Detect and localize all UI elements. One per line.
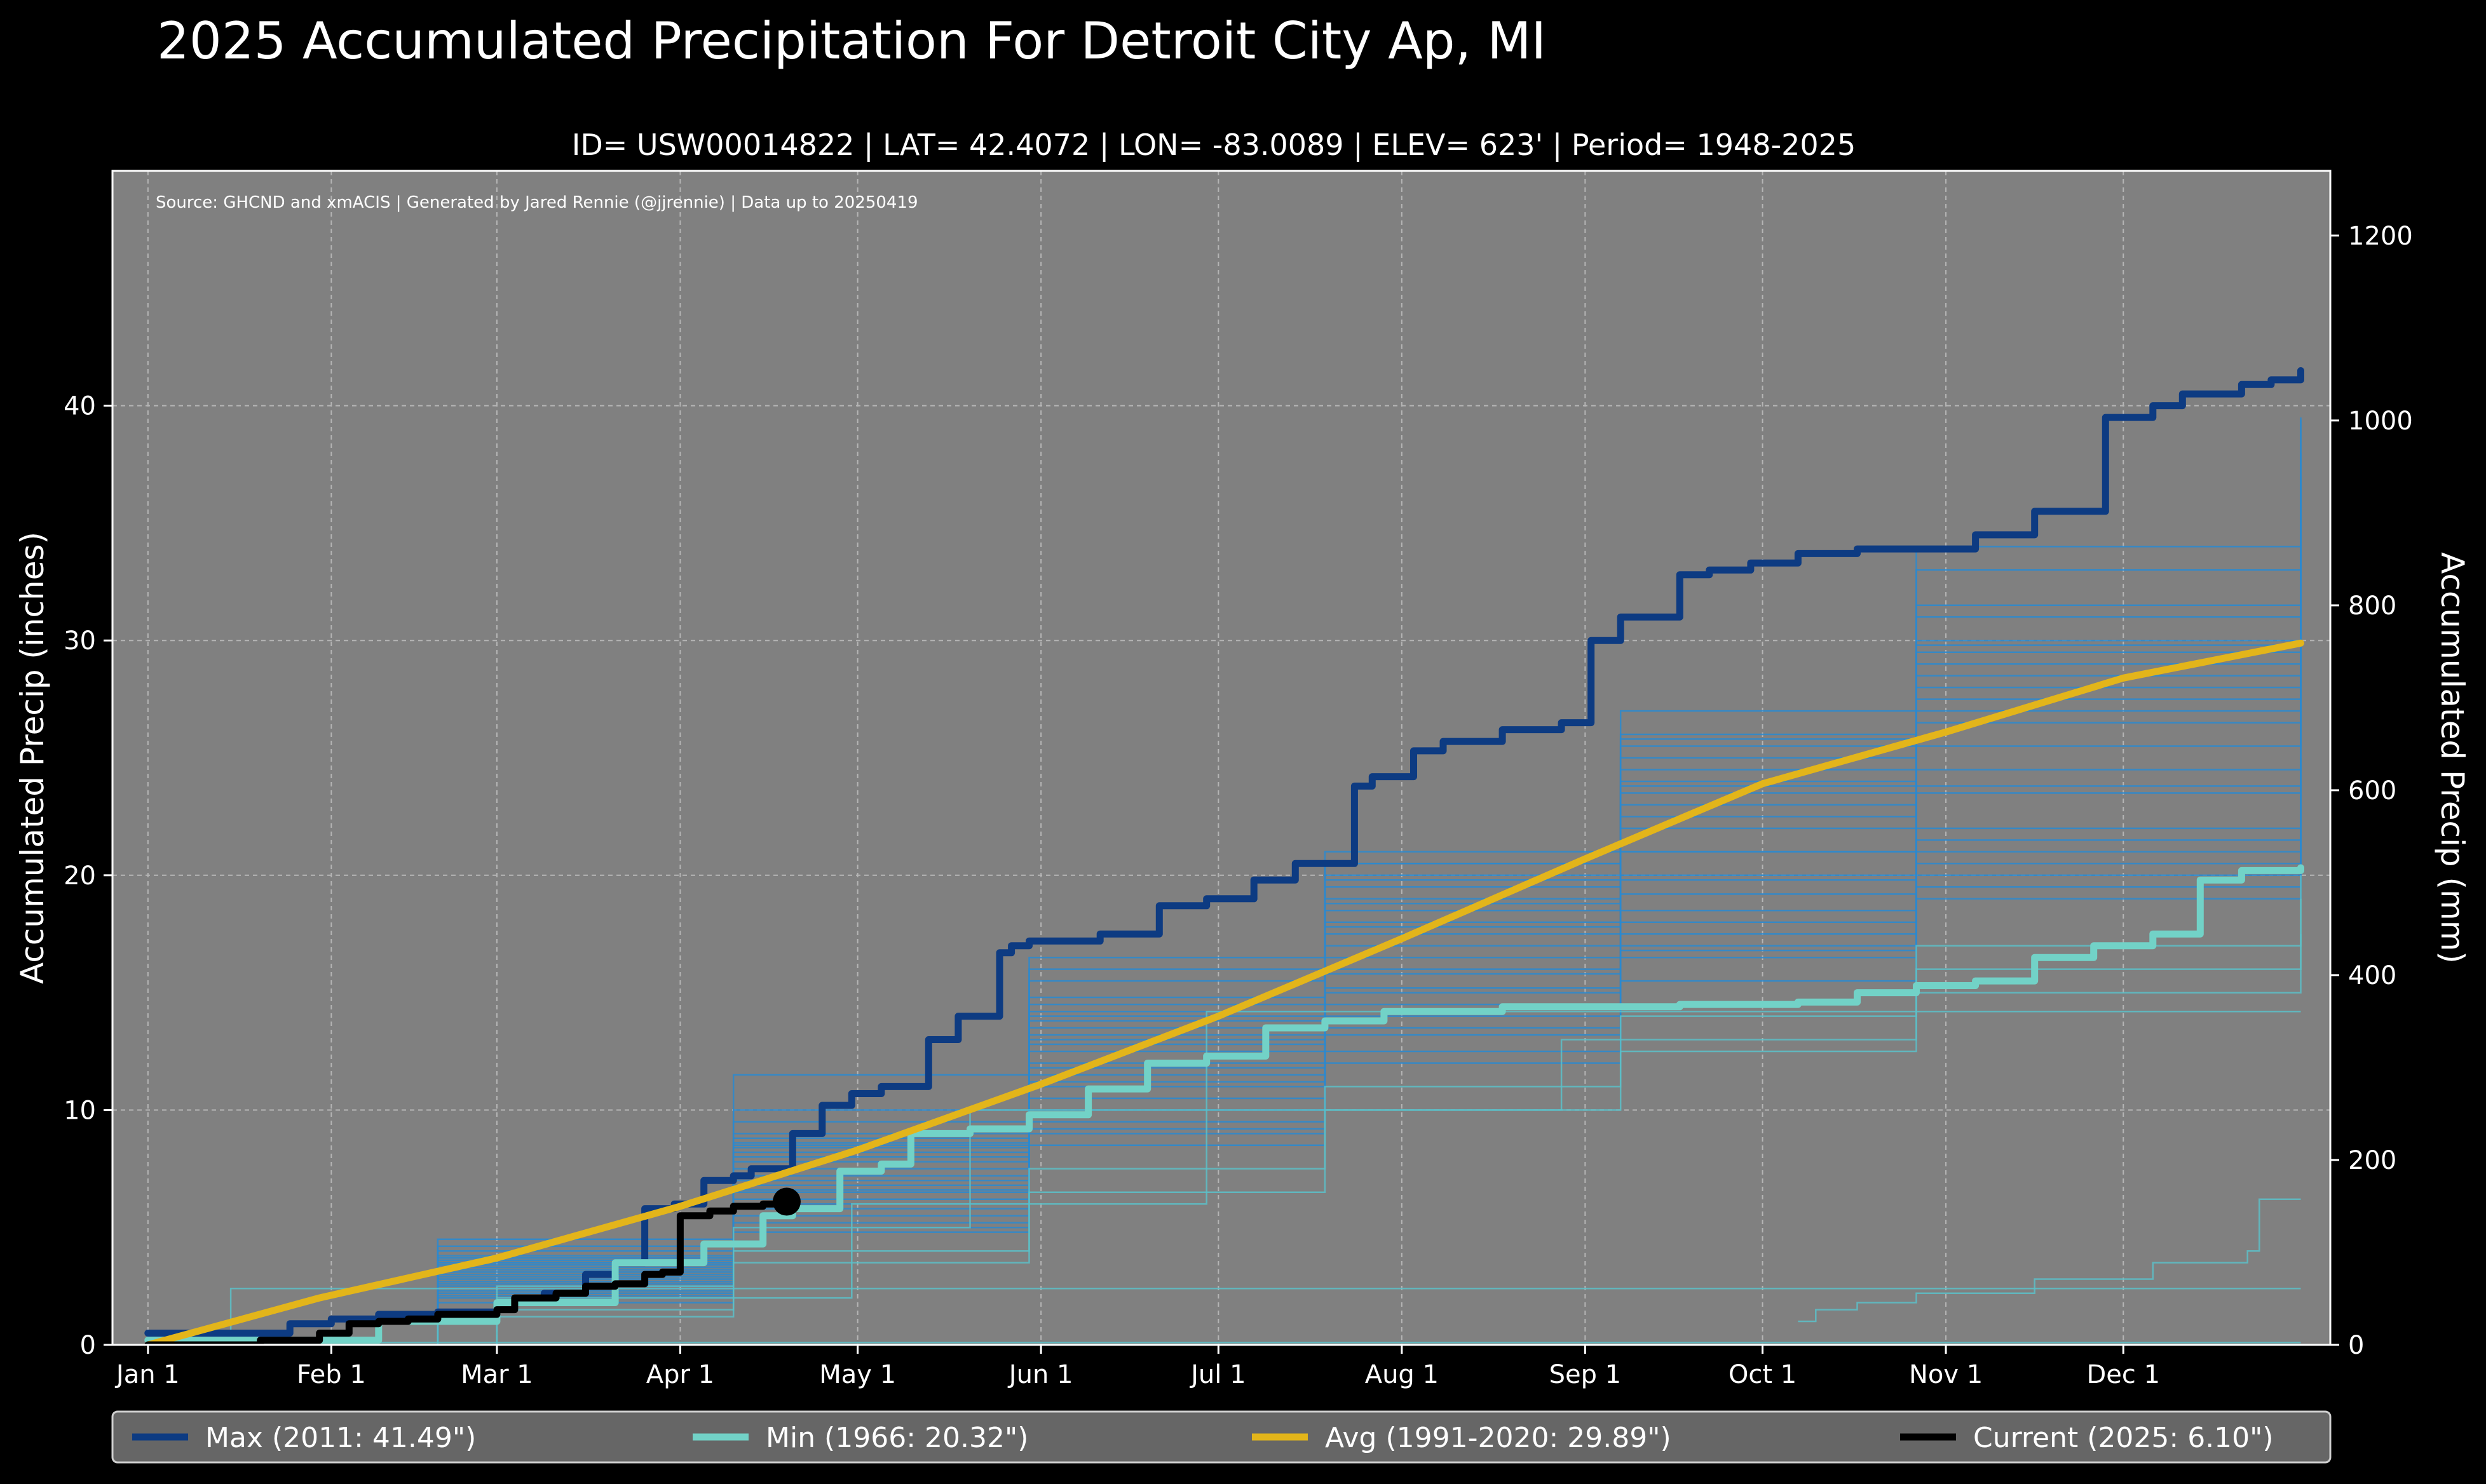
- x-tick-label: Jan 1: [114, 1360, 180, 1389]
- legend-label: Min (1966: 20.32"): [766, 1422, 1028, 1454]
- x-tick-label: Sep 1: [1549, 1360, 1622, 1389]
- y-right-tick-label: 1200: [2348, 222, 2413, 251]
- x-tick-label: Nov 1: [1909, 1360, 1983, 1389]
- y-right-tick-label: 0: [2348, 1331, 2364, 1360]
- y-axis-right-ticks: 0 200 400 600 800 1000 1200: [2330, 222, 2413, 1360]
- current-marker-group: [772, 1187, 801, 1216]
- y-left-tick-label: 40: [64, 392, 96, 421]
- y-left-tick-label: 10: [64, 1096, 96, 1125]
- min-series-line: [144, 864, 2304, 1344]
- chart-subtitle: ID= USW00014822 | LAT= 42.4072 | LON= -8…: [572, 128, 1856, 163]
- highlight-series: [144, 367, 2304, 1349]
- legend-item: Avg (1991-2020: 29.89"): [1252, 1422, 1671, 1454]
- y-axis-left-label: Accumulated Precip (inches): [14, 532, 51, 984]
- x-tick-label: Oct 1: [1729, 1360, 1797, 1389]
- y-right-tick-label: 800: [2348, 591, 2396, 621]
- plot-area: [112, 171, 2330, 1345]
- x-tick-label: Jun 1: [1007, 1360, 1073, 1389]
- y-right-tick-label: 600: [2348, 776, 2396, 806]
- historical-year-line: [1798, 1198, 2301, 1323]
- legend-item: Min (1966: 20.32"): [693, 1422, 1028, 1454]
- x-tick-label: Feb 1: [297, 1360, 366, 1389]
- chart-title: 2025 Accumulated Precipitation For Detro…: [157, 11, 1546, 71]
- x-tick-label: Jul 1: [1189, 1360, 1246, 1389]
- legend-item: Current (2025: 6.10"): [1900, 1422, 2274, 1454]
- y-right-tick-label: 400: [2348, 961, 2396, 990]
- x-tick-label: Mar 1: [461, 1360, 533, 1389]
- legend-label: Max (2011: 41.49"): [205, 1422, 476, 1454]
- legend-item: Max (2011: 41.49"): [132, 1422, 476, 1454]
- y-left-tick-label: 20: [64, 861, 96, 891]
- x-tick-label: May 1: [819, 1360, 896, 1389]
- current-point-marker: [772, 1187, 801, 1216]
- x-tick-label: Apr 1: [646, 1360, 714, 1389]
- y-right-tick-label: 200: [2348, 1146, 2396, 1175]
- y-axis-left-ticks: 0 10 20 30 40: [64, 392, 112, 1360]
- x-tick-label: Aug 1: [1365, 1360, 1439, 1389]
- plot-frame: [111, 170, 2332, 1346]
- y-axis-right-label: Accumulated Precip (mm): [2434, 552, 2471, 964]
- current-series-line: [144, 1198, 791, 1349]
- avg-series-line: [144, 639, 2304, 1349]
- legend-box: [111, 1410, 2332, 1464]
- y-left-tick-label: 0: [80, 1331, 96, 1360]
- y-left-tick-label: 30: [64, 626, 96, 656]
- y-right-tick-label: 1000: [2348, 407, 2413, 436]
- source-note: Source: GHCND and xmACIS | Generated by …: [156, 193, 918, 212]
- x-tick-label: Dec 1: [2086, 1360, 2160, 1389]
- legend: Max (2011: 41.49") Min (1966: 20.32") Avg …: [132, 1422, 2274, 1454]
- legend-label: Avg (1991-2020: 29.89"): [1325, 1422, 1671, 1454]
- legend-label: Current (2025: 6.10"): [1973, 1422, 2274, 1454]
- x-axis-ticks: Jan 1 Feb 1 Mar 1 Apr 1 May 1 Jun 1 Jul 1 Aug 1…: [114, 1345, 2160, 1389]
